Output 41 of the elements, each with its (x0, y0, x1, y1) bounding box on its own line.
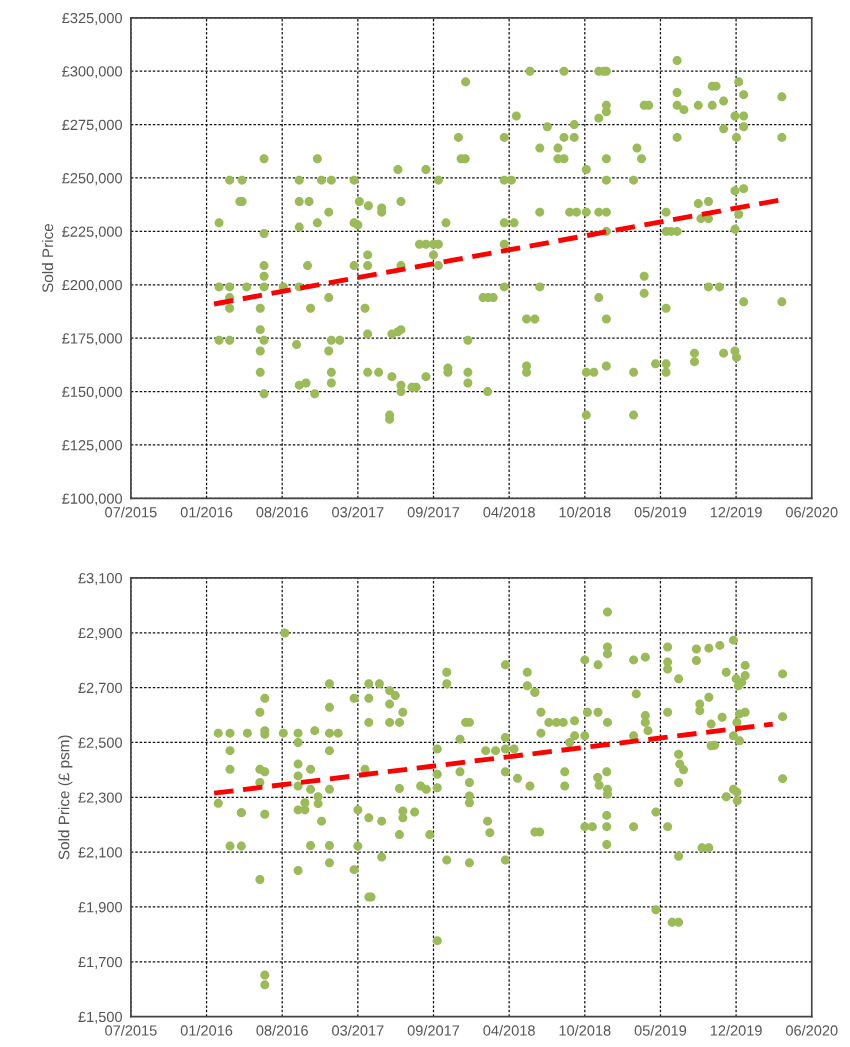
x-tick-label: 05/2019 (634, 506, 687, 518)
y-tick-label: £250,000 (62, 173, 122, 186)
y-tick-label: £150,000 (62, 386, 122, 399)
x-tick-label: 01/2016 (180, 1024, 233, 1036)
y-tick-label: £2,100 (78, 847, 122, 860)
y-tick-label: £2,900 (78, 627, 122, 640)
x-tick-label: 08/2016 (256, 1024, 308, 1036)
x-tick-label: 04/2018 (483, 506, 535, 518)
y-tick-label: £2,300 (78, 792, 122, 805)
x-tick-label: 12/2019 (710, 506, 762, 518)
y-tick-label: £1,700 (78, 956, 122, 969)
y-tick-label: £2,700 (78, 682, 122, 695)
y-tick-label: £125,000 (62, 440, 122, 453)
y-tick-label: £3,100 (78, 573, 122, 586)
y-tick-label: £100,000 (62, 493, 122, 506)
x-tick-label: 07/2015 (105, 1024, 157, 1036)
y-tick-label: £1,500 (78, 1011, 122, 1024)
x-tick-label: 07/2015 (105, 506, 157, 518)
y-tick-label: £300,000 (62, 66, 122, 79)
y-axis-title: Sold Price (41, 223, 54, 293)
x-tick-label: 12/2019 (710, 1024, 762, 1036)
y-tick-label: £325,000 (62, 12, 122, 25)
x-tick-label: 08/2016 (256, 506, 308, 518)
y-tick-label: £200,000 (62, 279, 122, 292)
x-tick-label: 06/2020 (785, 506, 838, 518)
x-tick-label: 03/2017 (332, 1024, 384, 1036)
x-tick-label: 09/2017 (407, 506, 460, 518)
x-tick-label: 09/2017 (407, 1024, 460, 1036)
x-tick-label: 04/2018 (483, 1024, 535, 1036)
y-tick-label: £275,000 (62, 119, 122, 132)
x-tick-label: 01/2016 (180, 506, 233, 518)
y-axis-title: Sold Price (£ psm) (58, 735, 73, 860)
y-tick-label: £2,500 (78, 737, 122, 750)
x-tick-label: 10/2018 (559, 1024, 611, 1036)
y-tick-label: £225,000 (62, 226, 122, 239)
x-tick-label: 05/2019 (634, 1024, 687, 1036)
x-tick-label: 03/2017 (332, 506, 384, 518)
y-tick-label: £175,000 (62, 333, 122, 346)
x-tick-label: 06/2020 (785, 1024, 838, 1036)
x-tick-label: 10/2018 (559, 506, 611, 518)
y-tick-label: £1,900 (78, 902, 122, 915)
